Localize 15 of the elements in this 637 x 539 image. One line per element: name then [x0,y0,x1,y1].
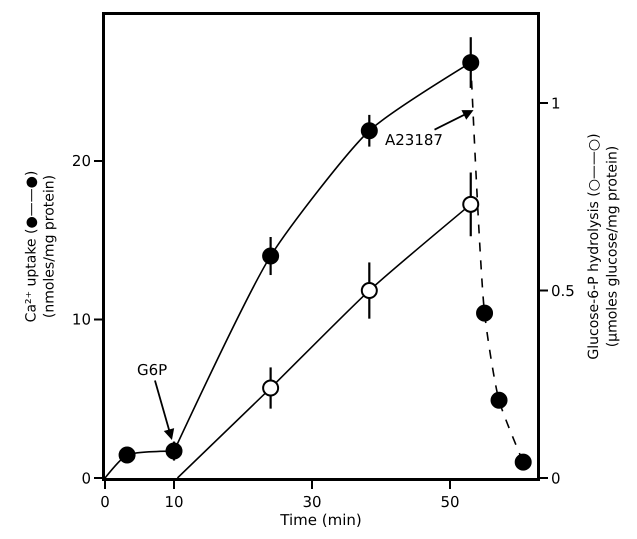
y2-tick-label: 0.5 [551,282,575,300]
x-tick-label: 30 [302,493,322,511]
y-tick-label: 10 [72,310,91,329]
y2-tick-label: 1 [551,94,561,112]
y-tick-label: 20 [72,152,91,170]
y-axis-title: Ca²⁺ uptake (●——●) (nmoles/mg protein) [23,170,58,322]
y2-axis-title: Glucose-6-P hydrolysis (○——○) (μmoles glucose/mg protein) [586,133,620,360]
x-tick-label: 0 [100,493,110,511]
annotation: A23187 [385,131,443,149]
y2-tick-label: 0 [551,469,561,488]
y-tick-label: 0 [81,469,91,488]
x-axis-title: Time (min) [279,511,362,529]
annotation: G6P [137,361,168,379]
x-tick-label: 50 [440,493,460,511]
x-tick-label: 10 [164,493,184,511]
